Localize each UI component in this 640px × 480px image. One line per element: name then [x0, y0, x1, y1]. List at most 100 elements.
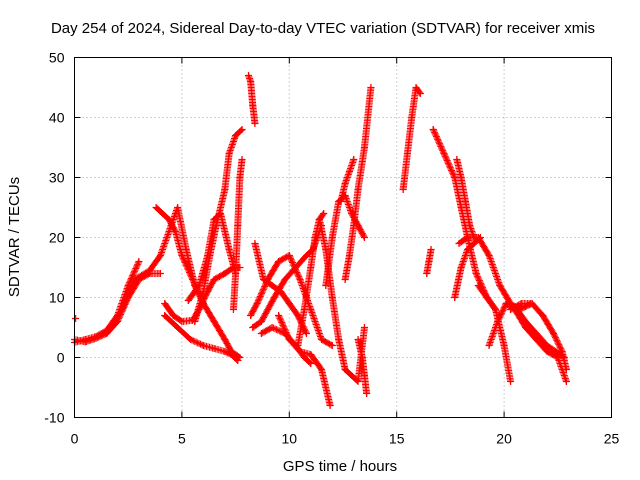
- data-point: [165, 216, 173, 223]
- data-point: [485, 252, 493, 259]
- data-point: [221, 270, 229, 277]
- data-point: [113, 312, 121, 319]
- x-axis-label: GPS time / hours: [283, 458, 397, 475]
- data-point: [363, 390, 371, 397]
- data-point: [72, 315, 80, 322]
- data-point: [244, 72, 252, 79]
- data-point: [335, 336, 343, 343]
- data-point: [412, 84, 420, 91]
- data-point: [494, 318, 502, 325]
- series-arc-15: [275, 312, 334, 409]
- chart-title: Day 254 of 2024, Sidereal Day-to-day VTE…: [51, 20, 595, 37]
- data-point: [206, 252, 214, 259]
- data-point: [341, 366, 349, 373]
- data-point: [423, 270, 431, 277]
- data-point: [326, 402, 334, 409]
- data-point: [470, 240, 478, 247]
- data-point: [350, 222, 358, 229]
- series-arc-22: [399, 84, 424, 193]
- x-tick-label: 10: [282, 431, 298, 447]
- data-point: [472, 270, 480, 277]
- series-arc-26: [455, 234, 536, 313]
- data-point: [543, 348, 551, 355]
- data-point: [562, 366, 570, 373]
- x-tick-label: 0: [71, 431, 79, 447]
- data-point: [307, 360, 315, 367]
- data-point: [249, 324, 257, 331]
- data-point: [285, 252, 293, 259]
- data-point: [253, 300, 261, 307]
- data-point: [464, 246, 472, 253]
- data-point: [81, 336, 89, 343]
- series-arc-18: [322, 192, 368, 289]
- y-tick-label: -10: [44, 410, 64, 426]
- data-point: [229, 306, 237, 313]
- data-point: [234, 357, 242, 364]
- x-tick-label: 5: [178, 431, 186, 447]
- series-marks: [161, 312, 242, 364]
- data-point: [350, 156, 358, 163]
- y-axis-label: SDTVAR / TECUs: [6, 177, 23, 297]
- data-point: [268, 282, 276, 289]
- series-arc-02: [71, 258, 143, 346]
- data-point: [227, 351, 235, 358]
- series-arc-31: [507, 300, 570, 373]
- y-tick-label: 50: [49, 50, 65, 66]
- series-arc-17: [315, 216, 368, 385]
- data-point: [232, 270, 240, 277]
- data-point: [174, 324, 182, 331]
- data-point: [492, 306, 500, 313]
- data-point: [277, 288, 285, 295]
- data-point: [354, 378, 362, 385]
- data-point: [543, 342, 551, 349]
- data-point: [348, 372, 356, 379]
- data-point: [466, 222, 474, 229]
- data-point: [169, 312, 177, 319]
- data-point: [552, 348, 560, 355]
- data-point: [225, 150, 233, 157]
- series-arc-08: [191, 126, 246, 325]
- data-point: [221, 348, 229, 355]
- data-point: [238, 156, 246, 163]
- data-point: [135, 258, 143, 265]
- data-point: [251, 120, 259, 127]
- series-arc-23: [423, 246, 435, 277]
- data-point: [360, 144, 368, 151]
- x-tick-label: 20: [496, 431, 512, 447]
- data-point: [474, 282, 482, 289]
- data-point: [455, 240, 463, 247]
- data-point: [156, 270, 164, 277]
- data-point: [451, 174, 459, 181]
- data-point: [238, 126, 246, 133]
- data-point: [92, 333, 100, 340]
- data-point: [281, 276, 289, 283]
- data-point: [210, 345, 218, 352]
- data-point: [199, 342, 207, 349]
- series-marks: [322, 192, 368, 289]
- data-point: [210, 318, 218, 325]
- data-point: [174, 204, 182, 211]
- data-point: [184, 297, 192, 304]
- data-point: [532, 330, 540, 337]
- series-arc-24: [429, 126, 500, 313]
- data-point: [341, 276, 349, 283]
- data-point: [302, 330, 310, 337]
- data-point: [485, 342, 493, 349]
- data-point: [457, 264, 465, 271]
- data-point: [249, 102, 257, 109]
- data-point: [522, 318, 530, 325]
- data-point: [453, 156, 461, 163]
- data-point: [354, 186, 362, 193]
- series-arc-05: [161, 312, 242, 364]
- data-point: [221, 186, 229, 193]
- data-point: [152, 204, 160, 211]
- data-point: [341, 180, 349, 187]
- data-point: [234, 222, 242, 229]
- data-point: [294, 342, 302, 349]
- data-point: [403, 150, 411, 157]
- series-marks: [229, 156, 246, 313]
- data-point: [178, 252, 186, 259]
- data-point: [161, 312, 169, 319]
- series-arc-20: [341, 84, 375, 283]
